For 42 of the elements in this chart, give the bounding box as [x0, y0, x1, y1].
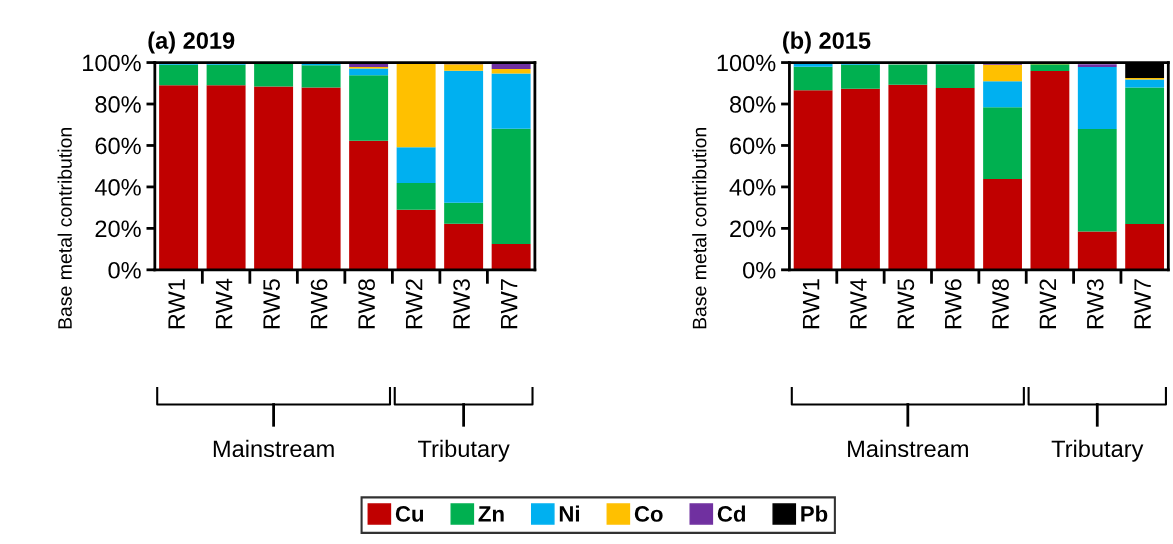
- y-axis-title: Base metal contribution: [57, 128, 72, 329]
- x-tick-label: RW5: [263, 279, 280, 329]
- y-tick-label: 0%: [108, 261, 141, 279]
- y-tick-label: 80%: [95, 96, 141, 113]
- chart-title: (a) 2019: [148, 31, 235, 54]
- y-tick-label: 40%: [94, 178, 141, 196]
- x-tick-label: RW1: [802, 279, 820, 329]
- text: Tributary: [418, 439, 510, 462]
- y-tick-label: 100%: [717, 54, 776, 72]
- y-tick-label: 80%: [730, 96, 776, 113]
- legend-label: Cd: [717, 505, 746, 522]
- text: Tributary: [1051, 439, 1144, 462]
- x-tick-label: RW2: [1039, 279, 1057, 329]
- y-tick-label: 0%: [743, 261, 776, 279]
- y-tick-label: 20%: [730, 220, 776, 238]
- text: Mainstream: [213, 439, 334, 458]
- x-tick-label: RW3: [1086, 279, 1104, 329]
- text: Mainstream: [848, 439, 968, 458]
- x-tick-label: RW4: [850, 278, 867, 329]
- legend-label: Pb: [801, 505, 828, 522]
- y-tick-label: 40%: [729, 178, 776, 196]
- x-tick-label: RW7: [1134, 279, 1151, 329]
- x-tick-label: RW1: [168, 279, 185, 329]
- y-tick-label: 20%: [95, 220, 141, 238]
- x-tick-label: RW3: [453, 279, 470, 329]
- y-tick-label: 100%: [83, 54, 141, 72]
- legend-label: Ni: [559, 505, 579, 522]
- x-tick-label: RW8: [992, 279, 1009, 329]
- x-tick-label: RW4: [215, 278, 233, 329]
- x-tick-label: RW6: [310, 279, 328, 329]
- x-tick-label: RW5: [897, 279, 915, 329]
- chart-title: (b) 2015: [783, 31, 871, 54]
- x-tick-label: RW2: [405, 279, 423, 329]
- x-tick-label: RW7: [501, 279, 518, 329]
- y-tick-label: 60%: [730, 137, 776, 155]
- legend-label: Co: [634, 506, 663, 522]
- y-axis-title: Base metal contribution: [692, 128, 707, 329]
- legend-label: Cu: [395, 506, 424, 522]
- legend-label: Zn: [478, 506, 504, 522]
- x-tick-label: RW6: [944, 279, 962, 329]
- x-tick-label: RW8: [358, 279, 375, 329]
- y-tick-label: 60%: [95, 137, 141, 155]
